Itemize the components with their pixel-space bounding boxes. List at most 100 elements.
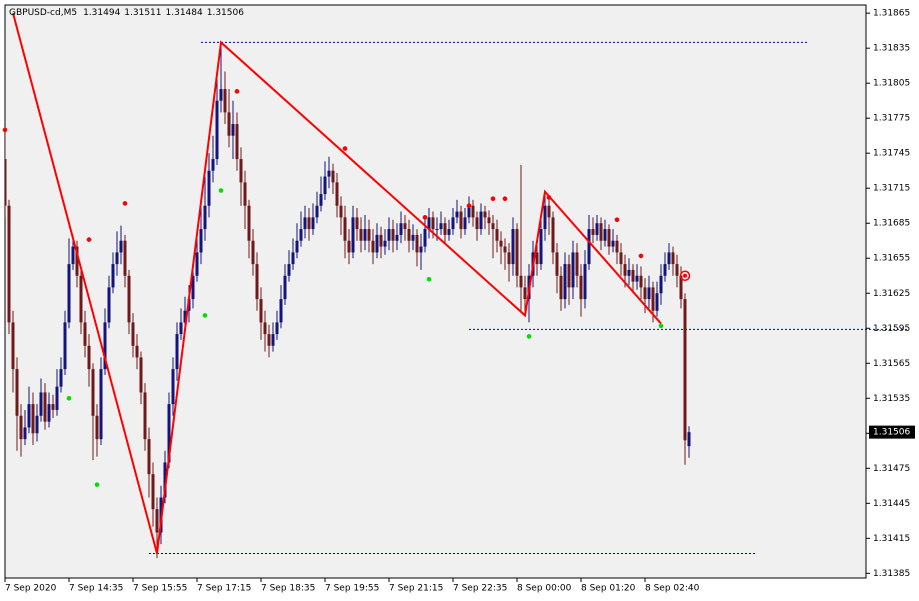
candle-body [499, 240, 503, 247]
candle-body [639, 275, 643, 288]
fractal-down [426, 276, 432, 282]
y-tick-label: 1.31535 [873, 394, 910, 404]
candle-body [559, 275, 563, 300]
y-tick-label: 1.31685 [873, 219, 910, 229]
candle-body [359, 229, 363, 241]
header-low: 1.31484 [166, 8, 203, 18]
fractal-up [2, 127, 8, 133]
candle-body [567, 264, 571, 288]
candle-body [103, 322, 107, 370]
candle-body [331, 170, 335, 183]
candle-body [383, 240, 387, 247]
candle-body [563, 264, 567, 300]
candle-body [151, 474, 155, 510]
candle-body [635, 275, 639, 282]
candle-body [279, 299, 283, 323]
candle-body [471, 205, 475, 218]
candle-body [283, 275, 287, 300]
candle-body [175, 334, 179, 370]
candle-body [511, 229, 515, 265]
candle-body [227, 112, 231, 136]
candle-body [543, 205, 547, 230]
candle-body [675, 264, 679, 276]
candle-body [95, 415, 99, 440]
candle-body [391, 229, 395, 241]
candle-body [587, 229, 591, 265]
candle-body [367, 229, 371, 241]
candle-body [379, 234, 383, 247]
candle-body [519, 275, 523, 288]
candle-body [303, 217, 307, 230]
x-tick-label: 7 Sep 2020 [5, 584, 57, 594]
y-tick-label: 1.31565 [873, 359, 910, 369]
candle-body [459, 211, 463, 230]
candle-body [475, 217, 479, 230]
candle-body [299, 229, 303, 241]
candle-body [291, 252, 295, 265]
candle-body [223, 89, 227, 113]
candle-body [259, 299, 263, 323]
candle-body [135, 345, 139, 358]
fractal-down [526, 334, 532, 339]
candle-body [623, 264, 627, 276]
candle-body [231, 124, 235, 136]
candle-body [439, 223, 443, 230]
candle-body [183, 310, 187, 323]
x-tick-label: 8 Sep 00:00 [517, 584, 572, 594]
candle-body [371, 240, 375, 253]
candle-body [123, 240, 127, 276]
fractal-down [202, 313, 208, 318]
x-tick-label: 7 Sep 14:35 [69, 584, 123, 594]
fractal-down [658, 323, 664, 329]
fractal-up [490, 196, 496, 202]
candle-body [215, 100, 219, 160]
candle-body [203, 205, 207, 230]
y-tick-label: 1.31655 [873, 254, 910, 264]
candle-body [295, 240, 299, 253]
candle-body [75, 246, 79, 276]
candle-body [71, 246, 75, 265]
candle-body [235, 124, 239, 160]
candle-body [515, 229, 519, 276]
candle-body [615, 240, 619, 253]
candle-body [467, 205, 471, 218]
candle-body [551, 217, 555, 253]
candle-body [619, 252, 623, 265]
candle-body [87, 345, 91, 370]
candle-body [179, 322, 183, 335]
candle-body [111, 264, 115, 288]
candle-body [363, 229, 367, 241]
y-tick-label: 1.31625 [873, 289, 910, 299]
candle-body [579, 275, 583, 300]
chart-header: GBPUSD-cd,M5 1.31494 1.31511 1.31484 1.31506 [9, 8, 244, 18]
candle-body [407, 229, 411, 241]
candle-body [415, 234, 419, 253]
fractal-up [342, 146, 348, 151]
x-tick-label: 7 Sep 21:15 [389, 584, 443, 594]
candle-body [583, 264, 587, 300]
candle-body [431, 217, 435, 230]
candle-body [463, 217, 467, 230]
candle-body [375, 234, 379, 253]
candle-body [155, 509, 159, 533]
candle-body [307, 217, 311, 230]
candle-body [171, 369, 175, 405]
candle-body [523, 287, 527, 300]
candle-body [599, 223, 603, 241]
candle-body [507, 252, 511, 265]
candle-body [347, 240, 351, 253]
candle-body [67, 264, 71, 323]
x-tick-label: 8 Sep 02:40 [645, 584, 700, 594]
candle-body [7, 205, 11, 323]
zigzag-line [12, 12, 662, 554]
candle-body [127, 275, 131, 323]
header-open: 1.31494 [83, 8, 120, 18]
candle-body [199, 229, 203, 253]
y-tick-label: 1.31385 [873, 569, 910, 579]
candle-body [663, 264, 667, 276]
fractal-up [86, 237, 92, 242]
candle-body [483, 211, 487, 218]
candle-body [79, 275, 83, 323]
candle-body [191, 275, 195, 300]
